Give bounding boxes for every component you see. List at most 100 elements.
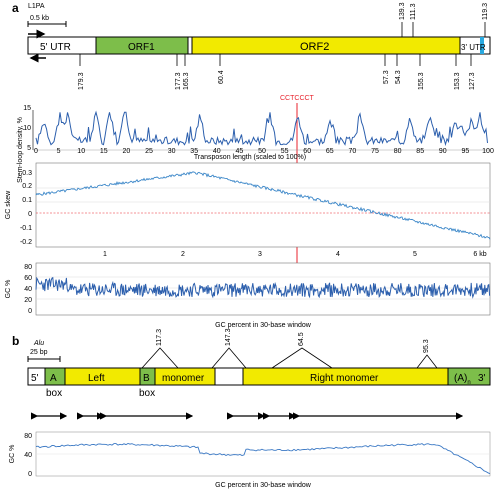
- stem-loop-xtick: 55: [281, 148, 289, 155]
- stem-loop-xtick: 25: [145, 148, 153, 155]
- panel-a-element-name: L1PA: [28, 3, 45, 10]
- gc-skew-xtick: 3: [258, 251, 262, 258]
- gc-percent-b-ytick: 80: [24, 433, 32, 440]
- gc-percent-ytick: 20: [24, 297, 32, 304]
- monomer-label: monomer: [162, 373, 205, 384]
- b-box-caption: box: [139, 388, 155, 399]
- stem-loop-ytick: 5: [27, 145, 31, 152]
- loop-label-bottom: 177.3: [175, 72, 182, 90]
- alu-5prime-label: 5': [31, 373, 39, 384]
- loop-64: [271, 347, 333, 369]
- loop-label-bottom: 60.4: [218, 70, 225, 84]
- stem-loop-xtick: 70: [349, 148, 357, 155]
- panel-b-scale-label: 25 bp: [30, 349, 48, 356]
- gc-skew-xtick: 4: [336, 251, 340, 258]
- stem-loop-xtick: 0: [34, 148, 38, 155]
- stem-loop-xtick: 90: [439, 148, 447, 155]
- left-label: Left: [88, 373, 105, 384]
- gc-percent-line: [35, 276, 491, 299]
- stem-loop-xtick: 35: [190, 148, 198, 155]
- loop-label-b: 64.5: [298, 332, 305, 346]
- stem-loop-xlabel: Transposon length (scaled to 100%): [194, 154, 306, 161]
- a-box-caption: box: [46, 388, 62, 399]
- stem-loop-xtick: 95: [462, 148, 470, 155]
- gc-percent-b-ylabel: GC %: [9, 445, 16, 464]
- polya-label-main: (A): [454, 373, 467, 384]
- stem-loop-xticks: 0 5 10 15 20 25 30 35 40 45 50 55 60 65 70 75 80 85 90 95 10…: [34, 148, 494, 155]
- polya-tail-segment: [447, 367, 491, 386]
- b-box-label: B: [143, 373, 150, 384]
- gc-percent-ytick: 40: [24, 286, 32, 293]
- loop-95: [416, 354, 438, 369]
- loop-label-bottom: 127.3: [469, 72, 476, 90]
- loop-label-b: 147.3: [225, 328, 232, 346]
- loop-label-bottom: 153.3: [454, 72, 461, 90]
- gc-skew-xtick: 2: [181, 251, 185, 258]
- gc-skew-xtick: 1: [103, 251, 107, 258]
- stem-loop-xtick: 65: [326, 148, 334, 155]
- orf1-label: ORF1: [128, 42, 155, 53]
- loop-label-top: 111.3: [410, 3, 417, 20]
- stem-loop-xtick: 85: [416, 148, 424, 155]
- polya-subscript: n: [467, 380, 470, 386]
- gc-skew-xtick: 5: [413, 251, 417, 258]
- stem-loop-ytick: 15: [23, 105, 31, 112]
- stem-loop-xtick: 40: [213, 148, 221, 155]
- gc-skew-ytick: 0.3: [22, 170, 32, 177]
- stem-loop-ytick: 10: [23, 125, 31, 132]
- loop-label-b: 95.3: [423, 339, 430, 353]
- linker-segment: [214, 367, 244, 386]
- panel-b-letter: b: [12, 334, 19, 348]
- loop-117: [141, 347, 179, 369]
- utr5-label: 5' UTR: [40, 42, 71, 53]
- loop-label-bottom: 54.3: [395, 70, 402, 84]
- stem-loop-xtick: 45: [236, 148, 244, 155]
- inter-orf-segment: [187, 36, 193, 55]
- gc-percent-ytick: 0: [28, 308, 32, 315]
- panel-a-scale-label: 0.5 kb: [30, 15, 49, 22]
- stem-loop-xtick: 60: [303, 148, 311, 155]
- polya-label: (A)n: [454, 373, 471, 386]
- gc-skew-ytick: 0.1: [22, 197, 32, 204]
- gc-percent-xlabel: GC percent in 30-base window: [215, 322, 312, 329]
- gc-percent-ytick: 60: [24, 275, 32, 282]
- utr3-label: 3' UTR: [461, 43, 486, 52]
- stem-loop-xtick: 5: [57, 148, 61, 155]
- gc-skew-ytick: 0: [28, 211, 32, 218]
- loop-label-bottom: 179.3: [78, 72, 85, 90]
- stem-loop-xtick: 80: [394, 148, 402, 155]
- gc-percent-ytick: 80: [24, 264, 32, 271]
- loop-label-top: 139.3: [399, 2, 406, 20]
- loop-label-b: 117.3: [156, 329, 163, 346]
- stem-loop-density-line: [35, 110, 488, 147]
- loop-label-bottom: 57.3: [383, 70, 390, 84]
- loop-label-bottom: 155.3: [418, 72, 425, 90]
- loop-147: [211, 347, 247, 369]
- motif-label: CCTCCCT: [280, 95, 315, 102]
- gc-skew-ytick: -0.2: [20, 239, 32, 246]
- a-box-label: A: [50, 373, 57, 384]
- orf2-label: ORF2: [300, 41, 329, 53]
- loop-label-bottom: 165.3: [183, 72, 190, 90]
- stem-loop-xtick: 50: [258, 148, 266, 155]
- stem-loop-ylabel: Stem-loop density, %: [17, 117, 24, 183]
- stem-loop-xtick: 75: [371, 148, 379, 155]
- loop-label-top: 119.3: [482, 3, 489, 20]
- panel-b-element-name: Alu: [33, 340, 44, 347]
- alu-3prime-label: 3': [478, 373, 486, 384]
- gc-skew-ytick: -0.1: [20, 225, 32, 232]
- gc-skew-ytick: 0.2: [22, 183, 32, 190]
- right-monomer-label: Right monomer: [310, 373, 379, 384]
- gc-percent-ylabel: GC %: [5, 280, 12, 299]
- gc-percent-b-line: [35, 443, 491, 475]
- stem-loop-xtick: 100: [482, 148, 494, 155]
- gc-skew-frame: [35, 162, 491, 248]
- panel-a-letter: a: [12, 1, 19, 15]
- gc-percent-b-ytick: 40: [24, 452, 32, 459]
- gc-skew-xtick: 6 kb: [473, 251, 486, 258]
- gc-percent-b-xlabel: GC percent in 30-base window: [215, 482, 312, 489]
- gc-skew-line: [35, 171, 491, 240]
- stem-loop-xtick: 10: [77, 148, 85, 155]
- stem-loop-xtick: 20: [123, 148, 131, 155]
